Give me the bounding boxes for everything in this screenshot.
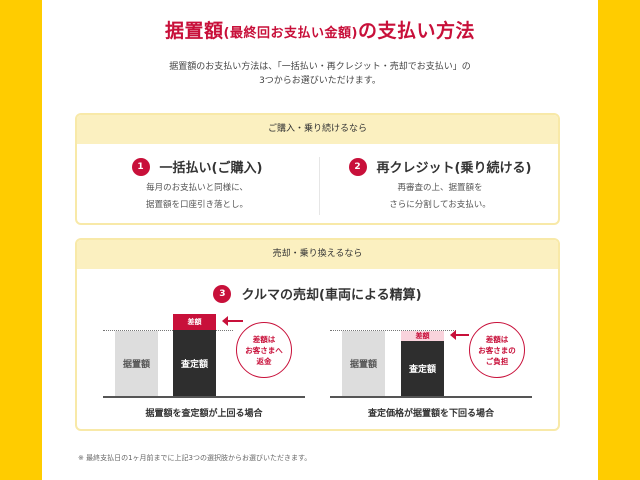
number-badge: 2 xyxy=(348,157,367,176)
option-sell: 3 クルマの売却(車両による精算) xyxy=(77,284,558,303)
baseline xyxy=(103,396,305,398)
option-recredit: 2 再クレジット(乗り続ける) 再審査の上、据置額を さらに分割してお支払い。 xyxy=(320,157,558,214)
deferred-bar: 据置額 xyxy=(342,331,385,396)
arrow-left-icon xyxy=(450,330,469,340)
section-header: 売却・乗り換えるなら xyxy=(77,240,558,269)
diagram-caption: 据置額を査定額が上回る場合 xyxy=(145,409,263,419)
arrow-left-icon xyxy=(222,316,243,326)
right-yellow-border xyxy=(598,0,640,480)
section-keep-car: ご購入・乗り続けるなら 1 一括払い(ご購入) 毎月のお支払いと同様に、 据置額を口… xyxy=(75,113,560,225)
option-desc: 据置額を口座引き落とし。 xyxy=(145,200,248,210)
refund-note: 差額は お客さまへ 返金 xyxy=(236,322,292,378)
footnote: ※ 最終支払日の1ヶ月前までに上記3つの選択肢からお選びいただきます。 xyxy=(78,454,312,462)
page-title: 据置額(最終回お支払い金額)の支払い方法 xyxy=(165,20,475,42)
left-yellow-border xyxy=(0,0,42,480)
option-title: 一括払い(ご購入) xyxy=(159,161,263,176)
number-badge: 1 xyxy=(131,157,150,176)
section-header: ご購入・乗り続けるなら xyxy=(77,115,558,144)
reference-line xyxy=(103,330,233,331)
option-lump-sum: 1 一括払い(ご購入) 毎月のお支払いと同様に、 据置額を口座引き落とし。 xyxy=(77,157,317,214)
number-badge: 3 xyxy=(213,284,232,303)
assessed-bar: 査定額 xyxy=(401,341,444,396)
intro-line-2: 3つからお選びいただけます。 xyxy=(259,76,381,86)
difference-bar: 差額 xyxy=(401,331,444,341)
deferred-bar: 据置額 xyxy=(115,331,158,396)
divider xyxy=(319,157,320,215)
diagram-caption: 査定価格が据置額を下回る場合 xyxy=(367,409,494,419)
option-title: クルマの売却(車両による精算) xyxy=(241,288,422,303)
reference-line xyxy=(330,330,456,331)
option-title: 再クレジット(乗り続ける) xyxy=(376,161,532,176)
baseline xyxy=(330,396,532,398)
intro-line-1: 据置額のお支払い方法は、「一括払い・再クレジット・売却でお支払い」の xyxy=(169,62,471,72)
assessed-bar: 査定額 xyxy=(173,330,216,396)
difference-bar: 差額 xyxy=(173,314,216,330)
option-desc: 再審査の上、据置額を xyxy=(397,183,483,193)
payment-note: 差額は お客さまの ご負担 xyxy=(469,322,525,378)
option-desc: さらに分割してお支払い。 xyxy=(389,200,491,210)
option-desc: 毎月のお支払いと同様に、 xyxy=(146,183,248,193)
